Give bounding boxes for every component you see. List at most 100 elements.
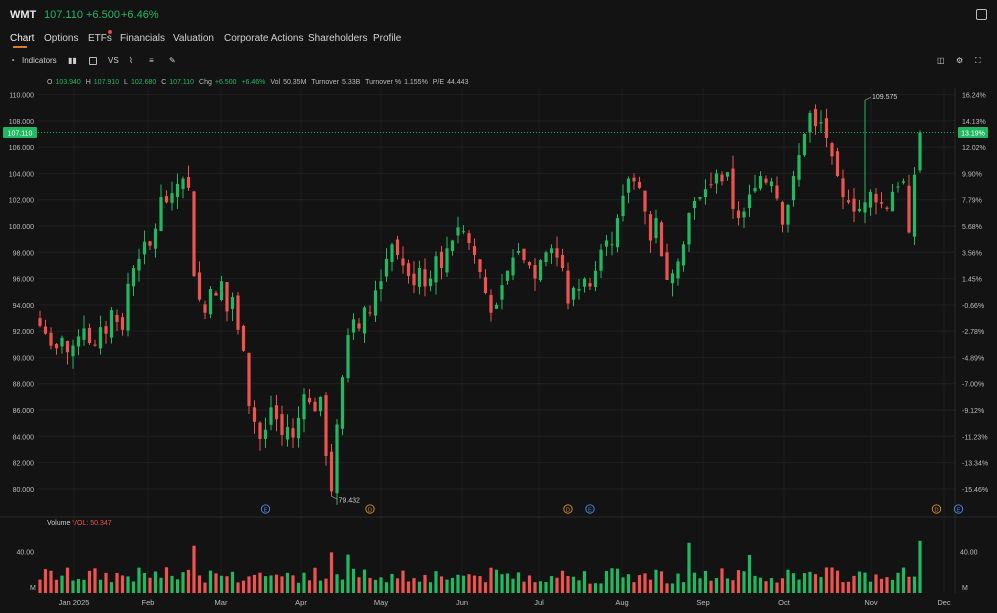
volume-bar xyxy=(868,581,873,593)
y-pct-tick-label: 12.02% xyxy=(962,145,986,152)
candle-body xyxy=(49,332,53,346)
event-marker-label: D xyxy=(368,507,372,513)
volume-bar xyxy=(456,574,460,593)
candle-body xyxy=(533,265,537,279)
y-tick-label: 108.000 xyxy=(9,119,34,126)
last-price: 107.110 xyxy=(44,9,83,21)
volume-bar xyxy=(285,572,290,593)
candle-body xyxy=(181,178,185,189)
volume-bar xyxy=(54,579,59,593)
candle-type-icon[interactable]: ▮▮ xyxy=(68,56,77,65)
volume-tick-right: 40.00 xyxy=(960,550,978,557)
candle-body xyxy=(758,176,763,189)
tab-valuation[interactable]: Valuation xyxy=(173,33,214,44)
candle-body xyxy=(736,210,741,219)
x-tick-label: Oct xyxy=(778,598,791,607)
compare-vs-button[interactable]: VS xyxy=(108,56,119,65)
drawing-icon[interactable]: ⌇ xyxy=(129,56,133,65)
camera-icon[interactable]: ◫ xyxy=(937,56,945,65)
candle-body xyxy=(571,287,576,300)
volume-bar xyxy=(890,579,895,593)
volume-bar xyxy=(610,568,614,593)
candle-body xyxy=(769,181,774,187)
volume-bar xyxy=(797,579,801,593)
pen-icon[interactable]: ✎ xyxy=(169,56,176,65)
y-tick-label: 84.000 xyxy=(13,434,35,441)
candle-body xyxy=(252,407,257,422)
x-tick-label: Dec xyxy=(937,598,951,607)
y-tick-label: 96.000 xyxy=(13,277,35,284)
list-icon[interactable]: ≡ xyxy=(149,56,154,65)
candle-body xyxy=(500,285,504,300)
tab-profile[interactable]: Profile xyxy=(373,33,402,44)
volume-bar xyxy=(692,572,697,593)
volume-bar xyxy=(912,576,917,593)
fullscreen-icon[interactable]: ⛶ xyxy=(975,56,981,65)
y-tick-label: 98.000 xyxy=(13,250,35,257)
volume-bar xyxy=(698,578,702,593)
volume-bar xyxy=(841,582,845,593)
candle-body xyxy=(439,251,444,269)
candle-body xyxy=(197,272,202,300)
x-tick-label: Jan 2025 xyxy=(59,598,90,607)
volume-bar xyxy=(395,578,400,593)
candle-body xyxy=(346,335,350,379)
candle-body xyxy=(263,429,268,439)
volume-bar xyxy=(450,577,455,593)
tab-bar: Chart Options ETFs Financials Valuation … xyxy=(0,30,997,50)
tab-etfs[interactable]: ETFs xyxy=(88,33,112,44)
volume-bar xyxy=(907,576,911,593)
gear-icon[interactable]: ⚙ xyxy=(956,56,964,65)
candle-body xyxy=(280,414,284,435)
candle-body xyxy=(109,310,114,338)
candle-body xyxy=(648,214,653,241)
tab-corporate-actions[interactable]: Corporate Actions xyxy=(224,33,304,44)
volume-bar xyxy=(478,576,482,593)
volume-bar xyxy=(670,583,675,593)
volume-bar xyxy=(192,545,196,593)
rectangle-icon[interactable] xyxy=(89,57,97,65)
candle-body xyxy=(742,211,746,218)
candle-body xyxy=(780,201,785,225)
volume-bar xyxy=(76,579,81,593)
volume-bar xyxy=(918,540,922,593)
volume-bar xyxy=(181,572,185,593)
candle-body xyxy=(153,228,158,249)
volume-bar xyxy=(159,577,163,593)
volume-bar xyxy=(808,571,812,593)
event-marker-label: E xyxy=(588,507,592,513)
volume-bar xyxy=(681,582,686,593)
volume-bar xyxy=(846,581,851,593)
tab-chart[interactable]: Chart xyxy=(10,33,35,44)
indicators-icon[interactable]: ◔ xyxy=(10,56,15,65)
pe-label: P/E xyxy=(432,79,445,86)
candle-body xyxy=(208,289,213,315)
candle-body xyxy=(538,260,543,281)
candle-body xyxy=(566,270,570,304)
volume-bar xyxy=(720,568,724,593)
volume-bar xyxy=(291,575,295,593)
volume-bar xyxy=(175,579,180,593)
volume-bar xyxy=(186,569,191,593)
tab-financials[interactable]: Financials xyxy=(120,33,166,44)
price-change-pct: +6.46% xyxy=(121,9,159,21)
volume-bar xyxy=(758,577,763,593)
tab-shareholders[interactable]: Shareholders xyxy=(308,33,368,44)
candle-body xyxy=(456,227,460,236)
candle-body xyxy=(296,417,301,439)
event-marker-label: E xyxy=(264,507,268,513)
collapse-icon[interactable] xyxy=(976,9,987,20)
indicators-button[interactable]: Indicators xyxy=(22,56,57,65)
volume-bar xyxy=(274,574,279,593)
event-marker xyxy=(953,504,964,514)
y-pct-tick-label: -0.66% xyxy=(962,303,984,310)
candle-body xyxy=(87,328,92,343)
candle-body xyxy=(313,401,317,412)
candle-body xyxy=(830,143,834,157)
volume-bar xyxy=(340,579,345,593)
volume-bar xyxy=(384,582,389,593)
tab-options[interactable]: Options xyxy=(44,33,79,44)
candle-body xyxy=(219,281,224,301)
y-tick-label: 102.000 xyxy=(9,198,34,205)
